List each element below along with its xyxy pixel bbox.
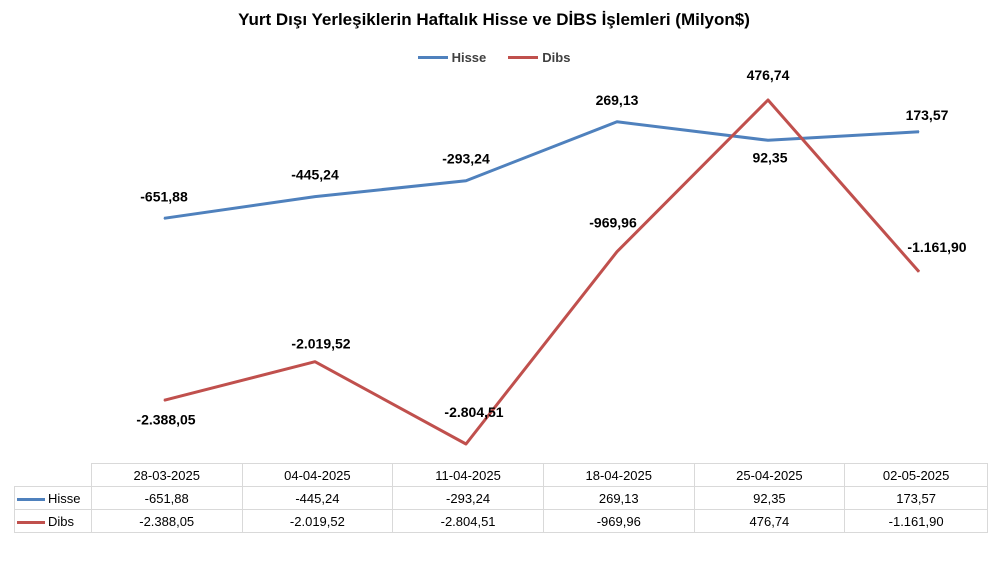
table-header-cell: 28-03-2025	[90, 463, 243, 487]
table-cell: -1.161,90	[844, 509, 988, 533]
table-key-line-dibs	[17, 520, 45, 524]
table-header-cell: 02-05-2025	[844, 463, 988, 487]
legend-line-dibs	[508, 56, 539, 59]
table-row-hisse: Hisse -651,88 -445,24 -293,24 269,13 92,…	[14, 486, 988, 510]
data-label-dibs: -1.161,90	[907, 239, 966, 255]
table-header-cell: 25-04-2025	[693, 463, 846, 487]
data-label-hisse: 173,57	[906, 107, 949, 123]
data-point-dibs	[918, 271, 920, 273]
series-line-dibs	[163, 98, 921, 446]
table-header-cell: 04-04-2025	[241, 463, 394, 487]
table-key-line-hisse	[17, 497, 45, 501]
data-point-hisse	[918, 131, 920, 133]
table-series-name-dibs: Dibs	[48, 513, 75, 529]
plot-area: -651,88 -445,24 -293,24 269,13 92,35 173,57 -2…	[136, 67, 967, 446]
table-cell: -2.804,51	[392, 509, 544, 533]
data-point-dibs	[465, 443, 467, 445]
data-label-dibs: -2.019,52	[291, 336, 350, 352]
data-label-hisse: -445,24	[291, 167, 339, 183]
data-point-hisse	[314, 196, 316, 198]
data-point-hisse	[616, 121, 618, 123]
table-row-label-dibs: Dibs	[14, 509, 92, 533]
data-point-dibs	[767, 99, 769, 101]
legend-label-hisse: Hisse	[451, 50, 487, 65]
table-cell: -651,88	[90, 486, 243, 510]
data-table: 28-03-2025 04-04-2025 11-04-2025 18-04-2…	[14, 463, 988, 533]
table-cell: 92,35	[693, 486, 846, 510]
data-label-hisse: 269,13	[596, 92, 639, 108]
table-cell: -969,96	[542, 509, 695, 533]
data-point-dibs	[163, 399, 165, 401]
table-row-dibs: Dibs -2.388,05 -2.019,52 -2.804,51 -969,…	[14, 509, 988, 533]
table-header-cell: 11-04-2025	[392, 463, 544, 487]
table-cell: 173,57	[844, 486, 988, 510]
chart-title: Yurt Dışı Yerleşiklerin Haftalık Hisse v…	[238, 10, 750, 29]
data-label-dibs: 476,74	[747, 67, 790, 83]
data-label-dibs: -2.388,05	[136, 411, 195, 427]
table-cell: -445,24	[241, 486, 394, 510]
legend-item-dibs: Dibs	[508, 50, 570, 65]
legend-label-dibs: Dibs	[542, 50, 571, 65]
data-point-hisse	[767, 139, 769, 141]
table-cell: -293,24	[392, 486, 544, 510]
legend-line-hisse	[417, 56, 448, 59]
table-header-cell: 18-04-2025	[542, 463, 695, 487]
data-point-dibs	[616, 251, 618, 253]
data-label-hisse: 92,35	[752, 149, 787, 165]
series-line-hisse	[163, 120, 920, 220]
data-label-dibs: -2.804,51	[444, 404, 503, 420]
data-point-dibs	[314, 361, 316, 363]
data-label-hisse: -651,88	[140, 188, 188, 204]
table-cell: -2.388,05	[90, 509, 243, 533]
legend: Hisse Dibs	[0, 50, 988, 65]
data-point-hisse	[163, 217, 165, 219]
legend-item-hisse: Hisse	[417, 50, 487, 65]
table-row-label-hisse: Hisse	[14, 486, 92, 510]
table-header-row: 28-03-2025 04-04-2025 11-04-2025 18-04-2…	[14, 463, 988, 487]
table-cell: -2.019,52	[241, 509, 394, 533]
data-point-hisse	[465, 180, 467, 182]
table-series-name-hisse: Hisse	[48, 490, 81, 506]
table-cell: 476,74	[693, 509, 846, 533]
table-corner-cell	[14, 463, 92, 487]
data-label-dibs: -969,96	[589, 215, 637, 231]
table-cell: 269,13	[542, 486, 695, 510]
data-label-hisse: -293,24	[442, 151, 490, 167]
